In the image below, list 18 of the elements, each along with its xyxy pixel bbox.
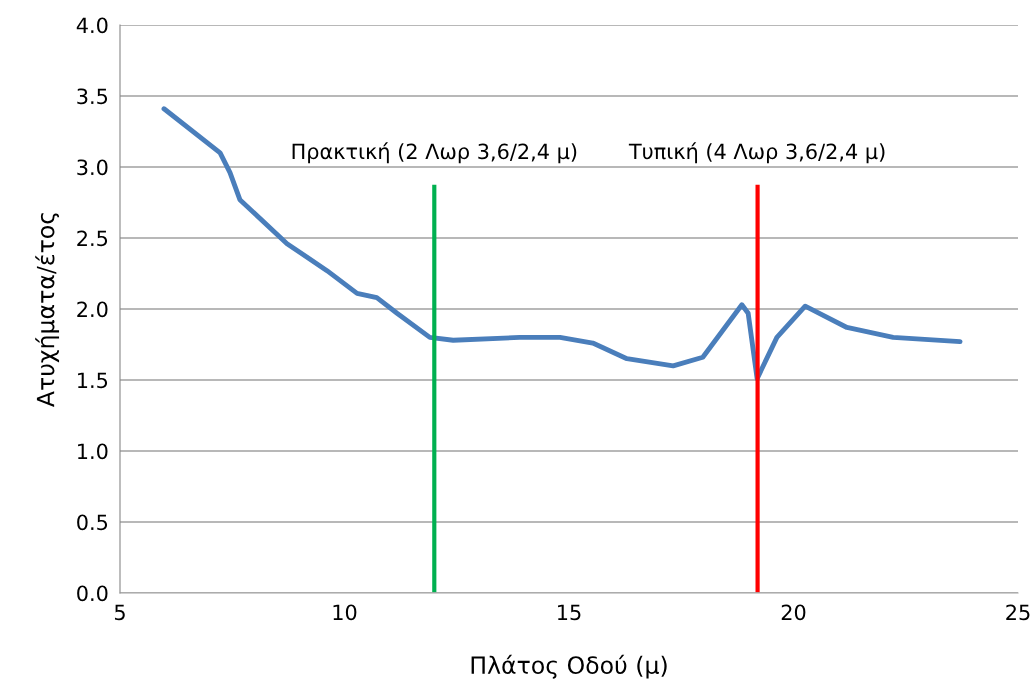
y-tick-label: 2.5 [77, 230, 108, 247]
x-tick-label: 25 [1006, 604, 1030, 621]
ref-line-label: Πρακτική (2 Λωρ 3,6/2,4 μ) [292, 142, 577, 164]
y-tick-label: 0.0 [77, 585, 108, 602]
y-tick-label: 1.0 [78, 443, 108, 460]
x-tick-label: 10 [333, 604, 357, 621]
y-tick-label: 0.5 [77, 514, 108, 531]
y-axis-title: Ατυχήματα/έτος [35, 213, 60, 407]
ref-line-label: Τυπική (4 Λωρ 3,6/2,4 μ) [628, 142, 885, 164]
y-tick-label: 4.0 [76, 17, 108, 34]
y-tick-label: 3.0 [77, 159, 108, 176]
y-tick-label: 3.5 [77, 88, 108, 105]
y-tick-label: 2.0 [77, 301, 108, 318]
x-tick-label: 5 [114, 604, 125, 621]
x-axis-title: Πλάτος Οδού (μ) [471, 654, 667, 679]
x-tick-label: 15 [558, 604, 581, 621]
x-tick-label: 20 [781, 604, 806, 621]
y-tick-label: 1.5 [78, 372, 108, 389]
